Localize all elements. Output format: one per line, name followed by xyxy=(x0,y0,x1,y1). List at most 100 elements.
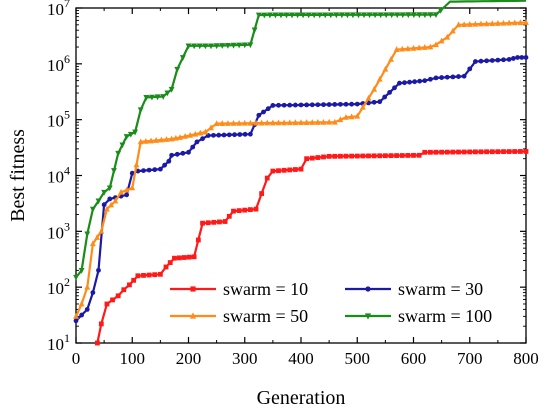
data-point xyxy=(392,85,397,91)
data-point xyxy=(94,234,100,240)
data-point xyxy=(321,102,326,108)
data-point xyxy=(416,152,422,158)
data-point xyxy=(211,219,217,225)
data-point xyxy=(111,168,117,174)
data-point xyxy=(256,112,262,118)
data-point xyxy=(84,231,91,238)
data-point xyxy=(294,12,301,19)
data-point xyxy=(101,202,107,208)
data-point xyxy=(174,66,181,73)
y-tick-label: 101 xyxy=(47,331,70,354)
data-point xyxy=(433,75,439,81)
data-point xyxy=(305,12,312,19)
data-point xyxy=(444,149,450,155)
data-point xyxy=(515,55,520,60)
data-point xyxy=(337,116,344,123)
data-point xyxy=(427,43,434,50)
data-point xyxy=(261,12,268,19)
data-point xyxy=(219,43,226,49)
data-point xyxy=(127,131,134,138)
data-point xyxy=(316,12,323,19)
data-point xyxy=(196,43,203,50)
data-point xyxy=(226,132,232,138)
data-point xyxy=(186,254,192,260)
data-point xyxy=(264,119,271,126)
data-point xyxy=(208,43,214,50)
data-point xyxy=(289,12,295,19)
data-point xyxy=(484,149,490,155)
data-point xyxy=(101,189,108,196)
data-point xyxy=(466,21,473,27)
data-point xyxy=(327,12,334,19)
data-point xyxy=(242,131,248,137)
data-point xyxy=(219,120,226,126)
data-point xyxy=(304,156,310,162)
data-point xyxy=(216,132,222,138)
data-point xyxy=(427,76,433,82)
data-point xyxy=(344,12,351,19)
data-point xyxy=(205,220,211,226)
data-point xyxy=(94,340,100,346)
data-point xyxy=(523,55,529,60)
data-point xyxy=(394,153,400,158)
data-point xyxy=(416,12,423,19)
data-point xyxy=(387,90,392,95)
data-point xyxy=(177,134,183,140)
data-point xyxy=(264,175,270,181)
data-point xyxy=(224,120,231,126)
data-point xyxy=(501,57,506,63)
data-point xyxy=(489,58,495,63)
data-point xyxy=(167,260,173,265)
data-point xyxy=(332,102,338,107)
data-point xyxy=(146,272,152,278)
data-point xyxy=(141,273,146,278)
data-point xyxy=(311,12,318,19)
data-point xyxy=(162,162,167,168)
data-point xyxy=(110,297,115,303)
data-point xyxy=(197,129,204,136)
data-point xyxy=(211,132,216,138)
x-tick-label: 600 xyxy=(401,349,427,368)
legend-marker xyxy=(365,286,371,292)
data-point xyxy=(73,312,79,319)
data-point xyxy=(190,144,196,150)
data-point xyxy=(511,19,518,26)
data-point xyxy=(394,12,401,19)
data-point xyxy=(500,19,507,26)
data-point xyxy=(422,78,428,84)
data-point xyxy=(241,119,248,126)
data-point xyxy=(118,188,124,195)
data-point xyxy=(365,94,372,101)
data-point xyxy=(278,12,284,19)
data-point xyxy=(371,85,378,92)
data-point xyxy=(489,20,496,27)
data-point xyxy=(163,136,170,142)
x-tick-label: 500 xyxy=(345,349,371,368)
data-point xyxy=(337,101,343,107)
data-point xyxy=(270,103,276,108)
data-point xyxy=(176,255,182,261)
data-point xyxy=(129,184,136,191)
data-point xyxy=(164,90,171,97)
data-point xyxy=(484,58,490,64)
data-point xyxy=(410,12,417,19)
data-point xyxy=(137,107,144,114)
data-point xyxy=(119,142,126,149)
data-point xyxy=(399,45,406,52)
data-point xyxy=(439,75,445,80)
data-point xyxy=(320,118,327,125)
data-point xyxy=(382,65,389,72)
data-point xyxy=(281,102,287,108)
data-point xyxy=(422,149,428,155)
data-point xyxy=(213,120,220,127)
legend-label: swarm = 10 xyxy=(223,279,308,299)
data-point xyxy=(399,12,406,19)
data-point xyxy=(154,94,161,101)
data-point xyxy=(377,99,383,105)
data-point xyxy=(355,12,362,19)
data-point xyxy=(348,113,355,120)
data-point xyxy=(427,149,433,155)
data-point xyxy=(450,74,456,80)
data-point xyxy=(444,74,450,80)
data-point xyxy=(255,12,262,19)
